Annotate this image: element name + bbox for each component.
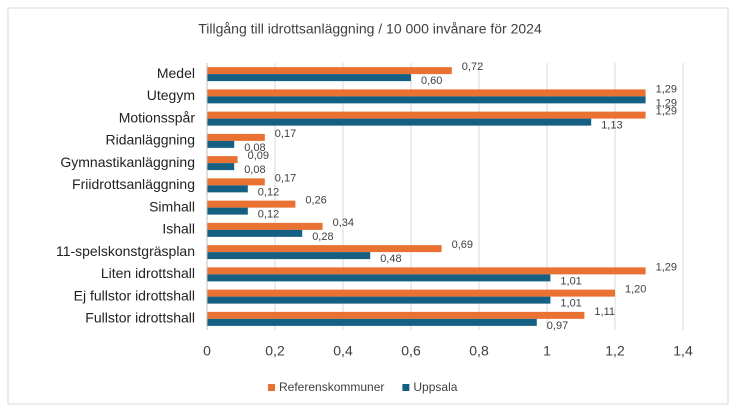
value-label: 1,01 [560, 275, 581, 287]
value-label: 0,72 [462, 61, 483, 73]
bar [207, 67, 452, 75]
legend-swatch [268, 384, 275, 391]
value-label: 0,97 [547, 320, 568, 332]
y-tick-label: Liten idrottshall [101, 265, 195, 281]
value-label: 1,29 [656, 83, 677, 95]
value-label: 0,34 [333, 217, 354, 229]
legend-label: Referenskommuner [279, 380, 384, 394]
bar [207, 185, 248, 193]
value-label: 0,17 [275, 172, 296, 184]
y-tick-label: Ishall [162, 221, 195, 237]
x-tick-label: 1,4 [673, 343, 693, 359]
value-label: 0,17 [275, 128, 296, 140]
bar [207, 274, 551, 282]
bar [207, 252, 371, 260]
bar [207, 118, 592, 126]
bar [207, 207, 248, 215]
y-tick-label: Motionsspår [119, 109, 196, 125]
bar [207, 163, 235, 171]
bar [207, 111, 646, 119]
y-tick-label: Simhall [149, 198, 195, 214]
value-label: 0,08 [244, 142, 265, 154]
legend-label: Uppsala [413, 380, 457, 394]
value-label: 1,29 [656, 261, 677, 273]
y-tick-label: Ej fullstor idrottshall [74, 287, 195, 303]
bar [207, 133, 265, 141]
bar [207, 311, 585, 319]
bar [207, 229, 303, 237]
y-tick-label: Ridanläggning [105, 132, 195, 148]
bar [207, 318, 537, 326]
bar [207, 89, 646, 97]
bar [207, 74, 411, 82]
bar [207, 289, 615, 297]
bar [207, 267, 646, 275]
value-label: 1,01 [560, 298, 581, 310]
value-label: 1,11 [594, 306, 615, 318]
value-label: 0,28 [312, 231, 333, 243]
x-tick-label: 0 [203, 343, 211, 359]
y-tick-label: Utegym [147, 87, 195, 103]
y-tick-label: Friidrottsanläggning [72, 176, 195, 192]
value-label: 0,48 [380, 253, 401, 265]
bar [207, 96, 646, 104]
bar [207, 245, 442, 253]
y-tick-label: Gymnastikanläggning [60, 154, 195, 170]
value-label: 0,60 [421, 75, 442, 87]
x-tick-label: 0,4 [333, 343, 353, 359]
x-tick-label: 1 [543, 343, 551, 359]
value-label: 1,29 [656, 97, 677, 109]
legend-swatch [402, 384, 410, 391]
value-label: 0,09 [248, 150, 269, 162]
value-label: 0,26 [305, 195, 326, 207]
bar [207, 222, 323, 230]
x-tick-label: 0,6 [401, 343, 421, 359]
bar [207, 200, 296, 208]
value-label: 0,08 [244, 164, 265, 176]
value-label: 0,12 [258, 209, 279, 221]
x-tick-label: 1,2 [605, 343, 625, 359]
value-label: 0,12 [258, 186, 279, 198]
y-tick-label: Fullstor idrottshall [85, 310, 195, 326]
chart-title: Tillgång till idrottsanläggning / 10 000… [198, 21, 542, 37]
value-label: 0,69 [452, 239, 473, 251]
value-label: 1,20 [625, 284, 646, 296]
x-tick-label: 0,2 [265, 343, 285, 359]
y-tick-label: 11-spelskonstgräsplan [56, 243, 195, 259]
y-tick-label: Medel [157, 65, 195, 81]
bar [207, 296, 551, 304]
value-label: 1,13 [601, 120, 622, 132]
bar [207, 140, 235, 148]
x-tick-label: 0,8 [469, 343, 489, 359]
bar [207, 178, 265, 186]
bar [207, 156, 238, 164]
value-label: 1,29 [656, 106, 677, 118]
